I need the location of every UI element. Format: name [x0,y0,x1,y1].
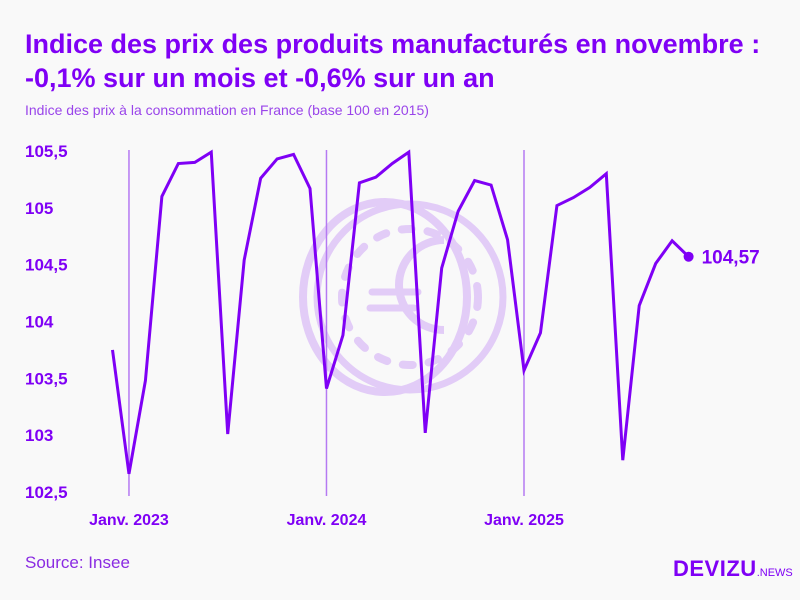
euro-coin-icon [299,198,507,396]
last-point-marker [683,251,694,262]
devizu-logo: DEVIZU.NEWS [673,556,793,582]
chart-subtitle: Indice des prix à la consommation en Fra… [25,102,429,118]
x-tick-label: Janv. 2025 [484,512,564,529]
y-tick-label: 105 [25,199,53,218]
coin-rim [313,200,507,394]
y-tick-label: 103,5 [25,369,68,388]
y-tick-label: 102,5 [25,483,68,502]
last-value-label: 104,57 [702,248,760,269]
logo-main: DEVIZU [673,556,757,581]
source-note: Source: Insee [25,553,130,572]
coin-dashed-ring [338,225,482,369]
y-tick-label: 104 [25,313,54,332]
logo-suffix: .NEWS [756,567,793,579]
y-tick-label: 103 [25,426,53,445]
y-tick-label: 104,5 [25,256,68,275]
series-line [111,149,690,475]
chart-title: Indice des prix des produits manufacturé… [25,29,761,93]
coin-back-rim [299,198,471,396]
x-tick-label: Janv. 2023 [89,512,169,529]
x-tick-label: Janv. 2024 [287,512,367,529]
y-tick-label: 105,5 [25,142,68,161]
euro-sign-arc [395,236,445,334]
